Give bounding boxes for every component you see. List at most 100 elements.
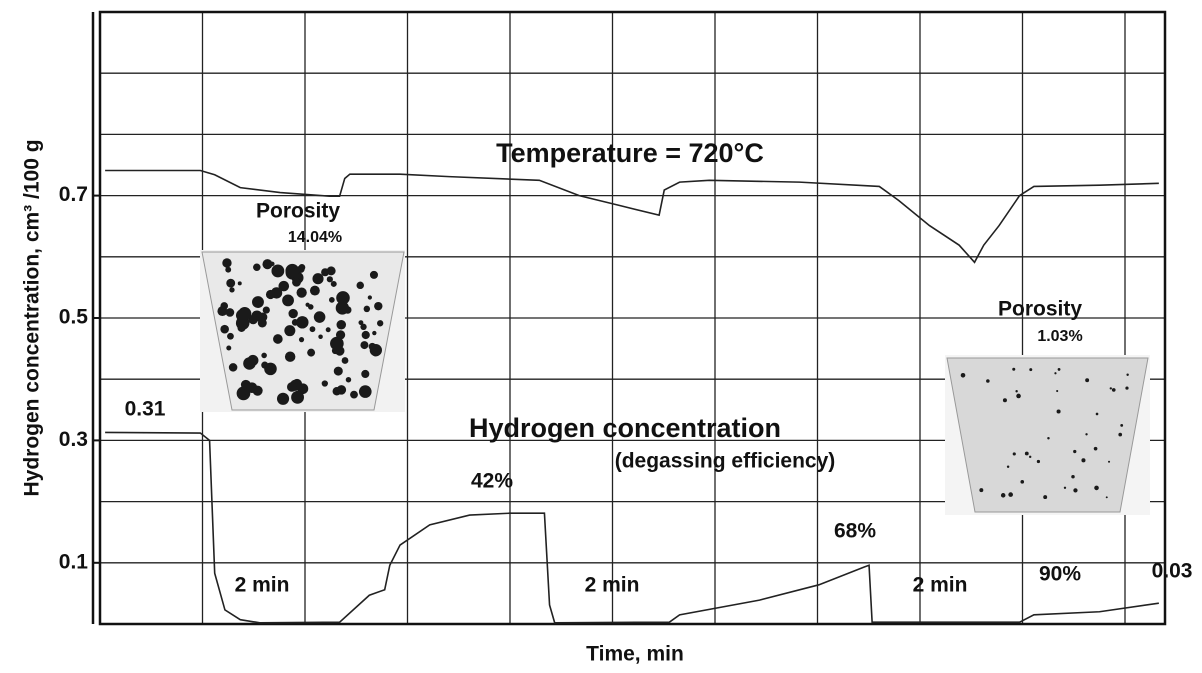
pore (237, 281, 242, 286)
pore (238, 307, 252, 321)
pore (1111, 388, 1116, 392)
pore (360, 323, 367, 331)
pore (1043, 495, 1048, 500)
pore (305, 302, 310, 307)
annotation: 1.03% (1037, 328, 1082, 345)
pore (1002, 398, 1007, 403)
pore (307, 348, 316, 357)
pore (226, 278, 236, 288)
pore (262, 306, 270, 314)
pore (1073, 449, 1077, 454)
annotation: 0.03 (1152, 560, 1193, 583)
data-line (105, 169, 1159, 264)
pore (1008, 492, 1013, 497)
pore (1024, 451, 1029, 456)
pore (1126, 373, 1129, 376)
pore (1036, 459, 1041, 464)
pore (1118, 432, 1123, 437)
annotation: 68% (834, 520, 876, 543)
pore (296, 287, 307, 298)
pore (253, 263, 261, 271)
pore (986, 379, 990, 383)
pore (1085, 378, 1090, 383)
y-tick-label: 0.7 (59, 183, 88, 206)
pore (258, 312, 268, 322)
data-line (105, 431, 1159, 624)
pore (363, 305, 371, 313)
pore (321, 380, 328, 387)
pore (1071, 474, 1075, 479)
annotation: 2 min (585, 574, 640, 597)
pore (979, 488, 984, 493)
annotation: 14.04% (288, 229, 342, 246)
pore (356, 281, 364, 290)
sample-photo (201, 251, 405, 411)
sample-photo (946, 357, 1149, 513)
annotation: 90% (1039, 563, 1081, 586)
pore (225, 266, 232, 273)
pore (1020, 480, 1025, 484)
pore (312, 273, 324, 285)
pore (1120, 423, 1124, 427)
pore (361, 369, 370, 379)
pore (273, 334, 283, 344)
pore (309, 285, 320, 296)
pore (1012, 452, 1016, 456)
pore (225, 308, 235, 317)
pore (278, 280, 290, 292)
pore (358, 385, 372, 398)
pore (361, 330, 370, 340)
pore (229, 287, 235, 293)
pore (1095, 412, 1099, 416)
pore (326, 276, 333, 283)
pore (1047, 437, 1050, 440)
pore (367, 295, 372, 300)
pore (1108, 460, 1111, 463)
pore (1000, 493, 1006, 498)
pore (286, 382, 297, 392)
pore (252, 385, 263, 396)
pore (1006, 465, 1010, 469)
pore (284, 351, 296, 362)
pore (1012, 367, 1016, 371)
pore (284, 325, 296, 337)
pore (325, 327, 331, 333)
pore (285, 263, 300, 278)
pore (336, 320, 347, 330)
pore (262, 259, 273, 270)
pore (298, 337, 305, 343)
pore (1028, 455, 1032, 459)
annotation: Temperature = 720°C (496, 138, 764, 168)
pore (1093, 446, 1098, 451)
pore (336, 291, 350, 305)
y-tick-label: 0.3 (59, 428, 88, 451)
pore (335, 301, 350, 315)
pore (332, 387, 342, 396)
pore (261, 361, 269, 369)
pore (227, 332, 234, 340)
pore (1109, 387, 1112, 390)
pore (345, 377, 352, 383)
x-axis-label: Time, min (586, 643, 684, 666)
plot-frame (98, 10, 1167, 626)
annotation: 2 min (913, 574, 968, 597)
pore (296, 316, 309, 329)
pore (377, 320, 384, 327)
pore (291, 319, 299, 326)
pore (269, 261, 275, 267)
pore (1029, 368, 1033, 372)
pore (243, 357, 256, 370)
pore (220, 324, 229, 334)
annotation: 2 min (235, 574, 290, 597)
pore (217, 306, 228, 317)
pore (271, 264, 285, 278)
annotation: (degassing efficiency) (615, 450, 836, 473)
pore (1105, 496, 1108, 499)
pore (328, 297, 335, 303)
pore (226, 345, 232, 351)
pore (1085, 433, 1088, 436)
pore (252, 296, 264, 308)
pore (1057, 368, 1061, 371)
pore (1081, 458, 1086, 463)
